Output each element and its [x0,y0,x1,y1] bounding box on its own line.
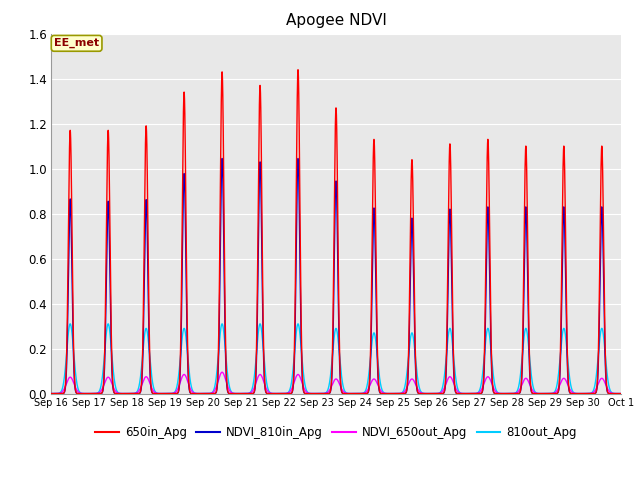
Text: EE_met: EE_met [54,38,99,48]
Title: Apogee NDVI: Apogee NDVI [285,13,387,28]
Legend: 650in_Apg, NDVI_810in_Apg, NDVI_650out_Apg, 810out_Apg: 650in_Apg, NDVI_810in_Apg, NDVI_650out_A… [91,421,581,444]
